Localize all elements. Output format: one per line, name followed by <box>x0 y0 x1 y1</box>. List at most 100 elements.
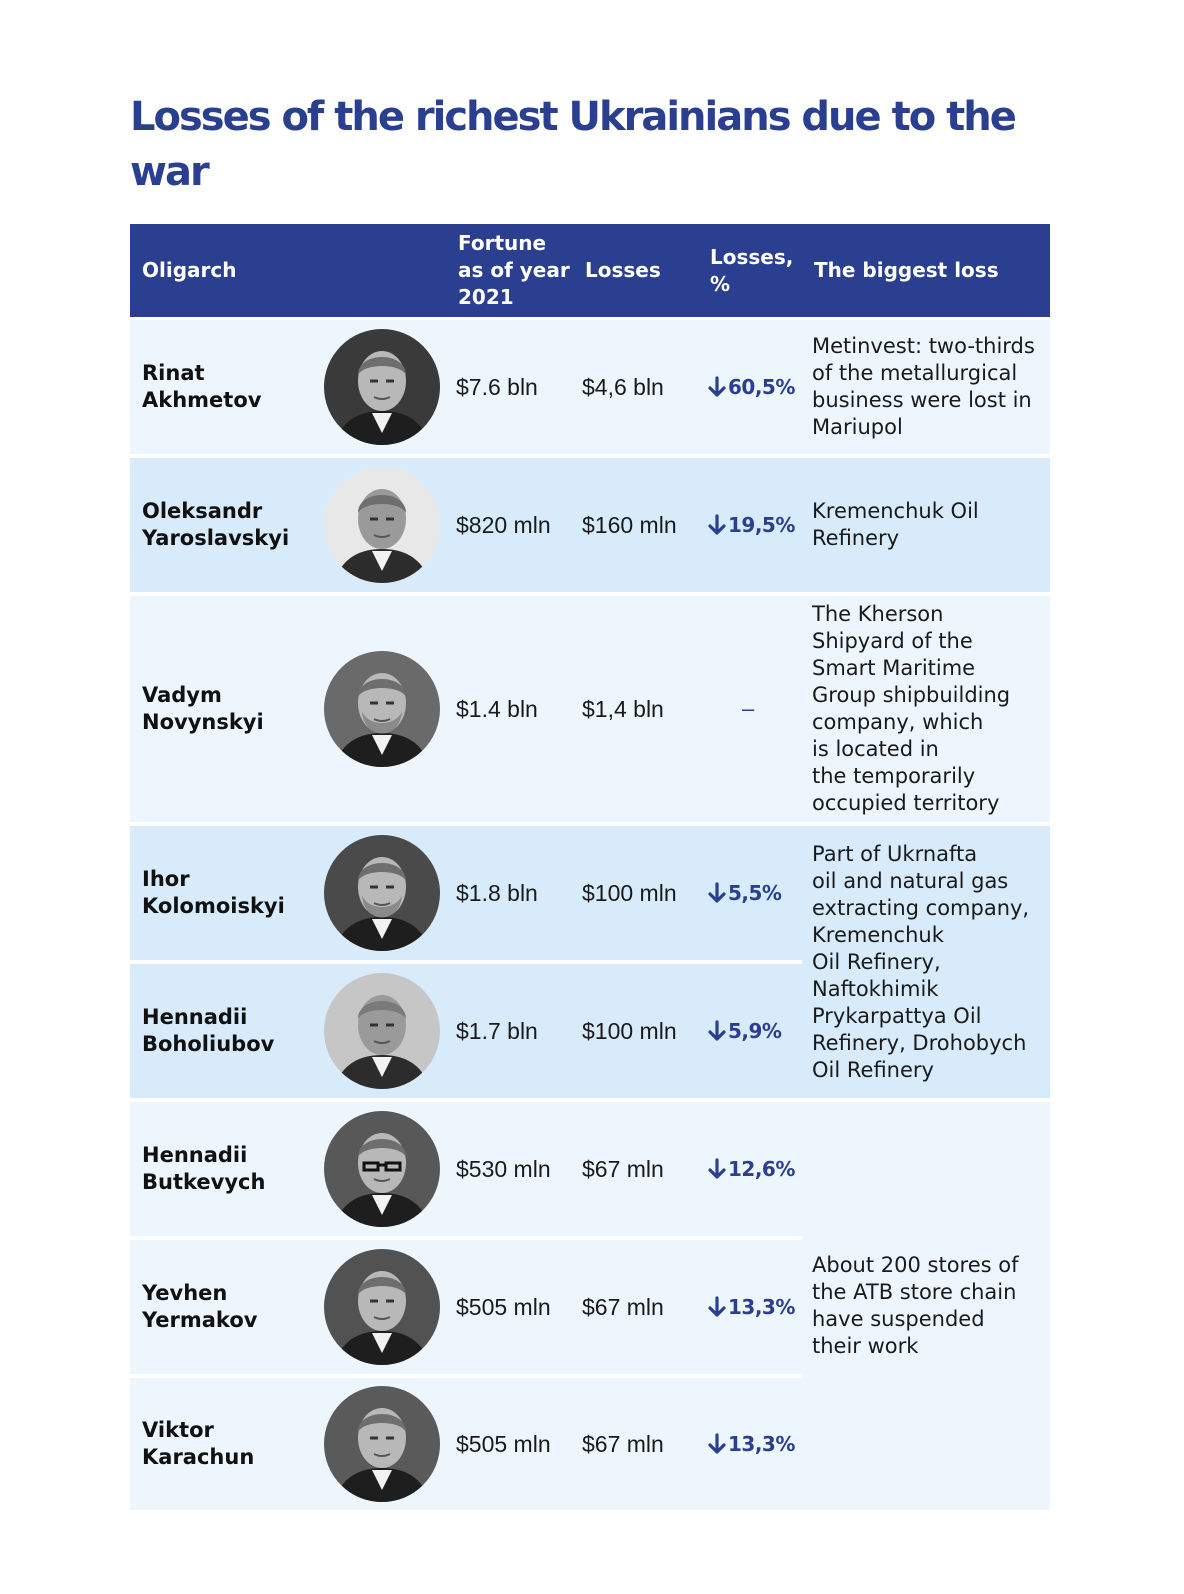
oligarch-name: Oleksandr Yaroslavskyi <box>142 458 289 592</box>
losses-percent-value: 13,3% <box>728 1295 795 1319</box>
losses-percent-value: 13,3% <box>728 1432 795 1456</box>
losses-value: $160 mln <box>582 511 677 538</box>
biggest-loss-line: the ATB store chain <box>812 1280 1017 1304</box>
losses-percent: 5,9% <box>708 964 782 1098</box>
first-name: Rinat <box>142 361 205 385</box>
biggest-loss-line: Prykarpattya Oil <box>812 1003 982 1028</box>
biggest-loss-line: Smart Maritime <box>812 656 976 680</box>
last-name: Akhmetov <box>142 388 262 412</box>
table-row: Rinat Akhmetov $7.6 bln $4,6 bln 60,5% <box>130 320 1050 454</box>
losses-percent-value: 5,5% <box>728 881 782 905</box>
biggest-loss-line: Shipyard of the <box>812 629 973 653</box>
fortune-value: $1.8 bln <box>456 879 538 906</box>
biggest-loss-line: their work <box>812 1334 919 1358</box>
person-portrait-icon <box>324 1111 440 1227</box>
page-title: Losses of the richest Ukrainians due to … <box>130 94 1017 195</box>
first-name: Oleksandr <box>142 499 263 523</box>
losses-value: $100 mln <box>582 1017 677 1044</box>
losses-value: $67 mln <box>582 1430 664 1457</box>
biggest-loss-yaroslavskyi: Kremenchuk Oil Refinery <box>812 458 1044 592</box>
person-portrait-icon <box>324 651 440 767</box>
biggest-loss-line: Oil Refinery <box>812 1057 934 1082</box>
last-name: Karachun <box>142 1445 255 1469</box>
biggest-loss-line: is located in <box>812 737 939 761</box>
fortune-value: $505 mln <box>456 1430 551 1457</box>
losses-percent-value: 5,9% <box>728 1019 782 1043</box>
table-row: Vadym Novynskyi $1.4 bln $1,4 bln – <box>130 596 1050 822</box>
portrait-avatar <box>324 835 440 951</box>
merged-cell-background <box>802 1102 1050 1510</box>
oligarch-name: Rinat Akhmetov <box>142 320 261 454</box>
biggest-loss-line: have suspended <box>812 1307 985 1331</box>
oligarch-name: Viktor Karachun <box>142 1378 254 1510</box>
biggest-loss-line: Metinvest: two-thirds <box>812 334 1035 358</box>
losses-percent: 60,5% <box>708 320 795 454</box>
last-name: Novynskyi <box>142 710 264 734</box>
arrow-down-icon <box>708 376 726 397</box>
fortune-value: $1.4 bln <box>456 695 538 722</box>
biggest-loss-akhmetov: Metinvest: two-thirds of the metallurgica… <box>812 320 1044 454</box>
first-name: Hennadii <box>142 1143 248 1167</box>
last-name: Kolomoiskyi <box>142 894 285 918</box>
person-portrait-icon <box>324 835 440 951</box>
person-portrait-icon <box>324 1386 440 1502</box>
biggest-loss-line: occupied territory <box>812 791 1000 815</box>
losses-percent: 13,3% <box>708 1378 795 1510</box>
header-fortune: Fortune as of year 2021 <box>458 231 570 309</box>
biggest-loss-line: Kremenchuk Oil <box>812 499 979 523</box>
header-biggest-loss: The biggest loss <box>814 258 999 282</box>
biggest-loss-line: Kremenchuk <box>812 922 944 947</box>
arrow-down-icon <box>708 882 726 903</box>
arrow-down-icon <box>708 1020 726 1041</box>
first-name: Hennadii <box>142 1005 248 1029</box>
biggest-loss-line: oil and natural gas <box>812 868 1009 893</box>
table-row: Oleksandr Yaroslavskyi $820 mln $160 mln 19,… <box>130 458 1050 592</box>
person-portrait-icon <box>324 329 440 445</box>
first-name: Yevhen <box>142 1281 228 1305</box>
oligarch-name: Hennadii Boholiubov <box>142 964 274 1098</box>
first-name: Ihor <box>142 867 190 891</box>
biggest-loss-line: The Kherson <box>812 602 944 626</box>
first-name: Vadym <box>142 683 222 707</box>
biggest-loss-line: Part of Ukrnafta <box>812 841 978 866</box>
person-portrait-icon <box>324 973 440 1089</box>
table-header: Oligarch Fortune as of year 2021 Losses … <box>130 224 1050 317</box>
fortune-value: $820 mln <box>456 511 551 538</box>
last-name: Boholiubov <box>142 1032 275 1056</box>
biggest-loss-line: About 200 stores of <box>812 1253 1019 1277</box>
last-name: Yaroslavskyi <box>142 526 290 550</box>
header-losses-percent: Losses, % <box>710 244 794 296</box>
arrow-down-icon <box>708 1296 726 1317</box>
biggest-loss-line: company, which <box>812 710 984 734</box>
fortune-value: $505 mln <box>456 1293 551 1320</box>
biggest-loss-line: of the metallurgical <box>812 361 1018 385</box>
fortune-value: $7.6 bln <box>456 373 538 400</box>
biggest-loss-line: Group shipbuilding <box>812 683 1011 707</box>
losses-value: $1,4 bln <box>582 695 664 722</box>
oligarch-name: Hennadii Butkevych <box>142 1102 265 1236</box>
biggest-loss-line: Naftokhimik <box>812 976 939 1001</box>
biggest-loss-line: Mariupol <box>812 415 903 439</box>
arrow-down-icon <box>708 514 726 535</box>
fortune-value: $530 mln <box>456 1155 551 1182</box>
biggest-loss-line: extracting company, <box>812 895 1030 920</box>
oligarch-name: Vadym Novynskyi <box>142 596 264 822</box>
biggest-loss-line: Refinery <box>812 526 900 550</box>
biggest-loss-line: Oil Refinery, <box>812 949 941 974</box>
oligarch-name: Yevhen Yermakov <box>142 1240 257 1374</box>
losses-percent-value: 60,5% <box>728 375 795 399</box>
losses-percent-value: – <box>742 696 755 721</box>
portrait-avatar <box>324 1386 440 1502</box>
biggest-loss-novynskyi: The Kherson Shipyard of the Smart Maritime… <box>812 596 1044 822</box>
portrait-avatar <box>324 973 440 1089</box>
losses-value: $67 mln <box>582 1155 664 1182</box>
fortune-value: $1.7 bln <box>456 1017 538 1044</box>
portrait-avatar <box>324 467 440 583</box>
losses-value: $67 mln <box>582 1293 664 1320</box>
last-name: Yermakov <box>142 1308 258 1332</box>
losses-percent: 5,5% <box>708 826 782 960</box>
losses-percent: 12,6% <box>708 1102 795 1236</box>
losses-percent-value: 12,6% <box>728 1157 795 1181</box>
portrait-avatar <box>324 1249 440 1365</box>
biggest-loss-line: business were lost in <box>812 388 1032 412</box>
